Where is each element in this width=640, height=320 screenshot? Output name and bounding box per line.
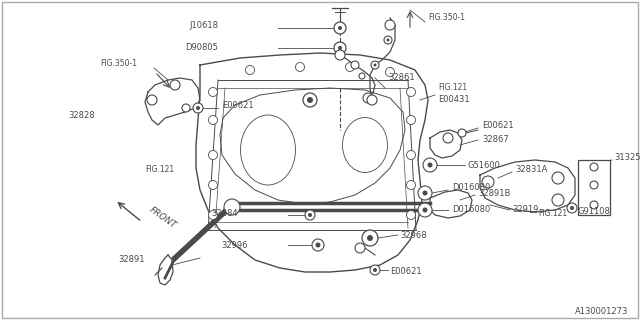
Circle shape [371,61,379,69]
Circle shape [458,129,466,137]
Circle shape [346,62,355,71]
Circle shape [209,150,218,159]
Circle shape [338,26,342,30]
Text: 32968: 32968 [400,230,427,239]
Text: G91108: G91108 [578,207,611,217]
Circle shape [385,20,395,30]
Circle shape [552,172,564,184]
Circle shape [193,103,203,113]
Circle shape [355,243,365,253]
Circle shape [196,106,200,110]
Circle shape [209,211,218,220]
Text: E00621: E00621 [222,101,253,110]
FancyBboxPatch shape [578,160,610,215]
Text: 32891B: 32891B [478,188,510,197]
Ellipse shape [342,117,387,172]
Circle shape [418,186,432,200]
Text: FRONT: FRONT [148,205,179,230]
Text: D016080: D016080 [452,183,490,193]
Circle shape [296,62,305,71]
Circle shape [387,38,390,42]
Text: E00621: E00621 [482,122,514,131]
Ellipse shape [241,115,296,185]
Text: D90805: D90805 [185,44,218,52]
Circle shape [224,199,240,215]
Text: 32996: 32996 [221,241,248,250]
Text: J10618: J10618 [189,21,218,30]
Circle shape [338,46,342,50]
Circle shape [367,95,377,105]
Text: 32831A: 32831A [515,165,547,174]
Circle shape [334,42,346,54]
Circle shape [367,235,373,241]
Circle shape [406,180,415,189]
Circle shape [590,201,598,209]
Circle shape [406,211,415,220]
Text: FIG.350-1: FIG.350-1 [428,13,465,22]
Circle shape [303,93,317,107]
Circle shape [170,80,180,90]
Circle shape [406,150,415,159]
Circle shape [209,116,218,124]
Circle shape [312,239,324,251]
Circle shape [567,203,577,213]
Circle shape [363,93,373,103]
Circle shape [428,163,433,167]
Circle shape [570,206,574,210]
Circle shape [482,176,494,188]
Text: 32861: 32861 [388,74,415,83]
Circle shape [209,87,218,97]
Circle shape [308,213,312,217]
Circle shape [316,243,321,247]
Circle shape [406,87,415,97]
Text: G51600: G51600 [468,161,501,170]
Circle shape [552,194,564,206]
Circle shape [373,268,377,272]
Text: 32828: 32828 [68,110,95,119]
Circle shape [246,66,255,75]
Circle shape [423,158,437,172]
Circle shape [406,116,415,124]
Circle shape [362,230,378,246]
Text: FIG.350-1: FIG.350-1 [100,60,137,68]
Circle shape [443,133,453,143]
Text: A130001273: A130001273 [575,308,628,316]
Circle shape [374,63,376,67]
Text: 32919: 32919 [512,205,538,214]
Circle shape [351,61,359,69]
Circle shape [422,190,428,196]
Circle shape [209,180,218,189]
Text: E00621: E00621 [390,268,422,276]
Circle shape [590,181,598,189]
Circle shape [147,95,157,105]
Circle shape [359,73,365,79]
Circle shape [307,97,313,103]
Circle shape [182,104,190,112]
Text: 31325: 31325 [614,154,640,163]
Text: 32891: 32891 [118,255,145,265]
Circle shape [334,22,346,34]
Text: FIG.121: FIG.121 [538,210,567,219]
Circle shape [370,265,380,275]
Circle shape [335,50,345,60]
Text: D016080: D016080 [452,205,490,214]
Circle shape [384,36,392,44]
Text: E00431: E00431 [438,95,470,105]
Circle shape [422,207,428,212]
Circle shape [418,203,432,217]
Circle shape [385,68,394,76]
Circle shape [590,163,598,171]
Text: FIG.121: FIG.121 [145,165,174,174]
Text: 32884: 32884 [211,209,238,218]
Text: 32867: 32867 [482,135,509,145]
Text: FIG.121: FIG.121 [438,84,467,92]
Circle shape [305,210,315,220]
